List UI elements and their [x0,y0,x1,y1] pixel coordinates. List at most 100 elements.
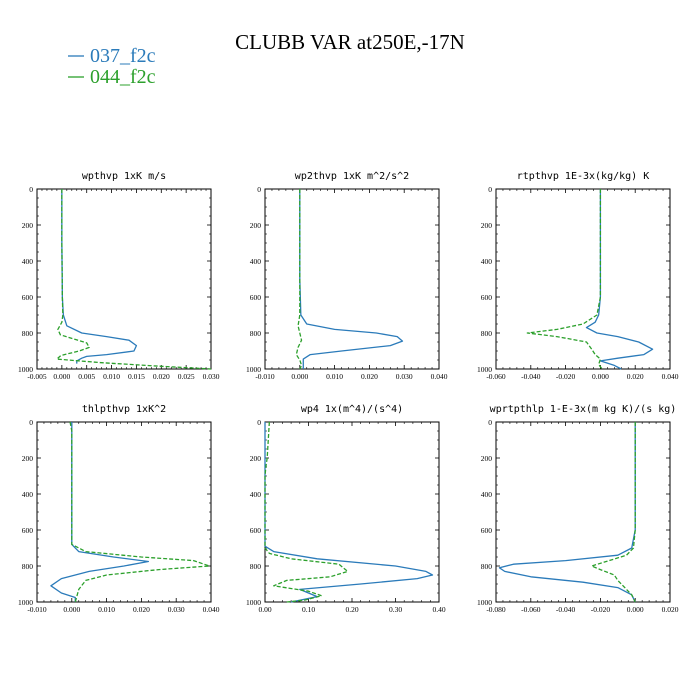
y-tick-label: 1000 [18,598,33,607]
y-tick-label: 600 [481,293,493,302]
series-line-037_f2c [264,422,434,603]
panel-title: wpthvp 1xK m/s [82,171,166,182]
figure-title: CLUBB VAR at250E,-17N [235,30,465,54]
y-tick-label: 200 [250,454,262,463]
y-tick-label: 1000 [18,365,33,374]
x-tick-label: 0.040 [431,372,448,381]
series-line-037_f2c [585,189,654,370]
chart-panel: wprtpthlp 1-E-3x(m kg K)/(s kg) -0.080 -0.… [477,404,679,614]
x-tick-label: 0.010 [103,372,120,381]
x-tick-label: -0.060 [486,372,506,381]
series-line-044_f2c [69,421,210,603]
y-tick-label: 800 [481,329,493,338]
y-tick-label: 1000 [246,365,261,374]
series-line-044_f2c [295,189,303,370]
y-tick-label: 200 [481,454,493,463]
x-tick-label: 0.000 [627,605,644,614]
x-tick-label: -0.010 [27,605,47,614]
y-tick-label: 800 [250,562,262,571]
y-tick-label: 400 [22,490,34,499]
x-tick-label: 0.020 [153,372,170,381]
series-line-037_f2c [61,189,138,364]
x-tick-label: 0.015 [128,372,145,381]
y-tick-label: 800 [22,329,34,338]
series-line-044_f2c [591,422,636,603]
x-tick-label: 0.040 [203,605,220,614]
x-tick-label: -0.020 [556,372,576,381]
chart-panel: wp4 1x(m^4)/(s^4) 0.00 0.10 0.20 0.30 0.40 0 20… [246,404,446,614]
legend-label: 044_f2c [90,66,156,88]
series-line-044_f2c [264,421,349,603]
series-line-044_f2c [56,189,212,370]
y-tick-label: 800 [481,562,493,571]
y-tick-label: 400 [481,257,493,266]
y-tick-label: 0 [257,418,261,427]
y-tick-label: 0 [257,185,261,194]
series-line-044_f2c [526,189,603,370]
x-tick-label: 0.000 [63,605,80,614]
series-line-037_f2c [50,422,150,602]
x-tick-label: 0.000 [592,372,609,381]
plot-frame [36,188,212,370]
y-tick-label: 0 [488,418,492,427]
y-tick-label: 400 [250,490,262,499]
panel-title: rtpthvp 1E-3x(kg/kg) K [517,171,649,182]
x-tick-label: 0.010 [98,605,115,614]
y-tick-label: 200 [481,221,493,230]
y-tick-label: 400 [22,257,34,266]
x-tick-label: 0.030 [168,605,185,614]
panel-title: wp2thvp 1xK m^2/s^2 [295,171,409,182]
legend-label: 037_f2c [90,45,156,67]
x-tick-label: 0.000 [53,372,70,381]
y-tick-label: 0 [29,185,33,194]
panel-title: thlpthvp 1xK^2 [82,404,166,415]
plot-frame [264,188,440,370]
y-tick-label: 600 [22,526,34,535]
x-tick-label: 0.10 [302,605,315,614]
x-tick-label: -0.005 [27,372,47,381]
x-tick-label: 0.030 [203,372,220,381]
x-tick-label: 0.020 [361,372,378,381]
x-tick-label: 0.030 [396,372,413,381]
y-tick-label: 1000 [477,598,492,607]
x-tick-label: 0.020 [662,605,679,614]
x-tick-label: -0.040 [521,372,541,381]
panel-title: wp4 1x(m^4)/(s^4) [301,404,403,415]
x-tick-label: -0.010 [255,372,275,381]
x-tick-label: 0.020 [627,372,644,381]
chart-panel: rtpthvp 1E-3x(kg/kg) K -0.060 -0.040 -0.020… [477,171,679,381]
x-tick-label: 0.00 [258,605,271,614]
y-tick-label: 200 [250,221,262,230]
panel-title: wprtpthlp 1-E-3x(m kg K)/(s kg) [490,404,677,415]
x-tick-label: 0.000 [291,372,308,381]
x-tick-label: 0.40 [432,605,445,614]
x-tick-label: 0.040 [662,372,679,381]
x-tick-label: 0.30 [389,605,402,614]
y-tick-label: 600 [250,293,262,302]
y-tick-label: 0 [488,185,492,194]
y-tick-label: 1000 [477,365,492,374]
x-tick-label: -0.060 [521,605,541,614]
y-tick-label: 200 [22,454,34,463]
y-tick-label: 800 [250,329,262,338]
series-line-037_f2c [299,189,404,369]
x-tick-label: -0.020 [591,605,611,614]
x-tick-label: -0.080 [486,605,506,614]
plot-frame [36,421,212,603]
y-tick-label: 800 [22,562,34,571]
chart-panel: wp2thvp 1xK m^2/s^2 -0.010 0.000 0.010 0.020… [246,171,448,381]
x-tick-label: 0.020 [133,605,150,614]
x-tick-label: -0.040 [556,605,576,614]
y-tick-label: 400 [250,257,262,266]
y-tick-label: 600 [481,526,493,535]
y-tick-label: 1000 [246,598,261,607]
y-tick-label: 0 [29,418,33,427]
chart-panel: wpthvp 1xK m/s -0.005 0.000 0.005 0.010 0.015… [18,171,220,381]
y-tick-label: 200 [22,221,34,230]
chart-panel: thlpthvp 1xK^2 -0.010 0.000 0.010 0.020 0.030… [18,404,220,614]
x-tick-label: 0.010 [326,372,343,381]
y-tick-label: 600 [22,293,34,302]
x-tick-label: 0.005 [78,372,95,381]
